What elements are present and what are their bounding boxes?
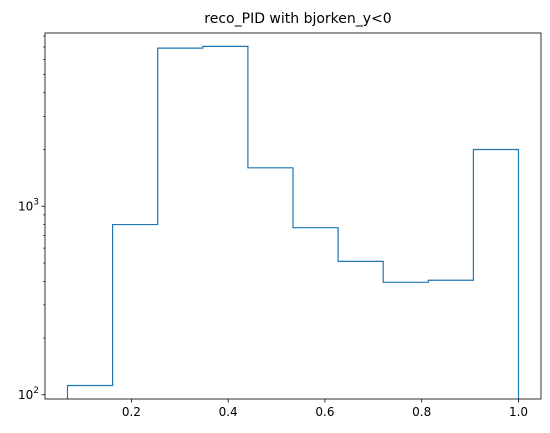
histogram-bin [473,150,518,399]
histogram-bin [338,261,383,399]
histogram-bin [428,280,473,399]
y-tick-label: 103 [18,197,39,213]
histogram-bin [158,48,203,399]
x-tick-label: 1.0 [509,405,528,419]
histogram-bin [68,386,113,399]
plot-area: 0.2 0.4 0.6 0.8 1.0 102 103 [18,32,542,419]
histogram-bin [113,225,158,399]
y-tick-label: 102 [18,386,39,402]
x-tick-label: 0.2 [122,405,141,419]
chart-title: reco_PID with bjorken_y<0 [204,11,391,27]
x-tick-label: 0.8 [412,405,431,419]
histogram-bin [248,168,293,399]
histogram-step-line [66,45,520,399]
histogram-bin [203,46,248,399]
x-tick-label: 0.4 [219,405,238,419]
x-tick-label: 0.6 [315,405,334,419]
histogram-bin [293,228,338,399]
histogram-bin [383,282,428,399]
plot-frame [44,32,542,400]
